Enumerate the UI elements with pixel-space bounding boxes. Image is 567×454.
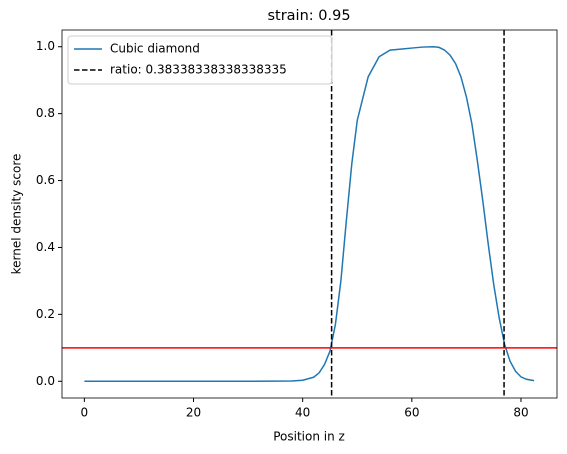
x-tick-label: 80 — [513, 406, 528, 420]
x-tick-label: 60 — [404, 406, 419, 420]
x-tick-label: 20 — [186, 406, 201, 420]
y-tick-label: 0.0 — [36, 374, 55, 388]
data-line — [84, 45, 535, 383]
chart-title: strain: 0.95 — [267, 8, 350, 24]
y-axis-label: kernel density score — [10, 154, 24, 275]
x-tick-label: 0 — [81, 406, 89, 420]
y-tick-label: 0.8 — [36, 106, 55, 120]
legend-box — [67, 35, 333, 85]
y-tick-label: 1.0 — [36, 39, 55, 53]
x-tick-label: 40 — [295, 406, 310, 420]
y-tick-label: 0.2 — [36, 307, 55, 321]
plot-frame — [61, 29, 558, 399]
x-axis-label: Position in z — [273, 430, 345, 444]
legend-label: ratio: 0.38338338338338335 — [110, 63, 287, 77]
y-tick-label: 0.4 — [36, 240, 55, 254]
legend-label: Cubic diamond — [110, 42, 200, 56]
y-tick-label: 0.6 — [36, 173, 55, 187]
